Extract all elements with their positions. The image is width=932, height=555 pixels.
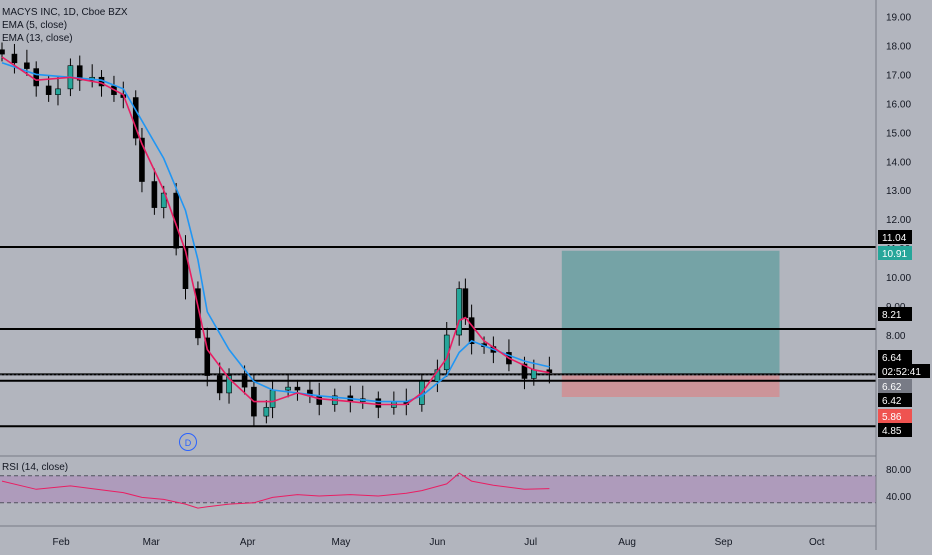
price-label-bg	[878, 350, 912, 364]
candle	[55, 88, 61, 95]
price-tick: 13.00	[886, 186, 911, 197]
candle	[11, 53, 18, 64]
price-axis-pane	[876, 0, 932, 550]
time-tick: Feb	[52, 537, 70, 548]
candle	[139, 137, 145, 182]
candle	[226, 375, 232, 394]
price-label-bg	[878, 409, 912, 423]
candle	[204, 337, 211, 376]
candle	[33, 68, 40, 87]
price-label: 6.42	[882, 396, 902, 407]
price-tick: 19.00	[886, 12, 911, 23]
time-tick: Oct	[809, 537, 825, 548]
time-tick: Jul	[524, 537, 537, 548]
time-tick: Aug	[618, 537, 636, 548]
price-tick: 15.00	[886, 128, 911, 139]
stop-zone	[561, 374, 780, 397]
rsi-tick: 80.00	[886, 465, 911, 476]
ema13-line	[1, 62, 550, 403]
price-label-bg	[878, 246, 912, 260]
price-label: 6.62	[882, 382, 902, 393]
rsi-tick: 40.00	[886, 492, 911, 503]
candle	[182, 247, 189, 289]
rsi-line	[1, 472, 550, 509]
ema5-line	[1, 56, 550, 406]
candle	[0, 49, 5, 55]
candle	[76, 65, 83, 81]
time-tick: Jun	[429, 537, 445, 548]
price-label: 02:52:41	[882, 367, 921, 378]
chart-legend: MACYS INC, 1D, Cboe BZX EMA (5, close) E…	[2, 6, 128, 45]
candle	[375, 398, 382, 408]
price-tick: 17.00	[886, 70, 911, 81]
time-tick: Sep	[715, 537, 733, 548]
price-label-bg	[878, 423, 912, 437]
price-tick: 10.00	[886, 273, 911, 284]
candle	[45, 85, 52, 95]
price-label: 10.91	[882, 249, 907, 260]
symbol-title[interactable]: MACYS INC, 1D, Cboe BZX	[2, 7, 128, 18]
price-label: 4.85	[882, 426, 902, 437]
price-label-bg	[878, 230, 912, 244]
candle	[269, 389, 276, 408]
candle	[316, 395, 323, 405]
candle	[531, 369, 537, 379]
price-label-bg	[878, 364, 930, 378]
price-tick: 18.00	[886, 41, 911, 52]
candle	[263, 407, 270, 417]
rsi-band	[0, 475, 876, 503]
price-tick: 16.00	[886, 99, 911, 110]
ema13-legend[interactable]: EMA (13, close)	[2, 33, 73, 44]
candle	[285, 386, 291, 391]
price-label: 5.86	[882, 412, 902, 423]
price-tick: 12.00	[886, 215, 911, 226]
candle	[294, 386, 301, 391]
candle	[173, 192, 179, 249]
candle	[468, 317, 475, 345]
candle	[521, 363, 528, 379]
price-label: 8.21	[882, 310, 902, 321]
target-zone	[561, 250, 780, 375]
price-label-bg	[878, 379, 912, 393]
price-label: 6.64	[882, 353, 902, 364]
candle	[462, 288, 469, 318]
candle	[195, 288, 201, 339]
rsi-legend[interactable]: RSI (14, close)	[2, 462, 69, 473]
time-tick: Mar	[143, 537, 161, 548]
price-label-bg	[878, 307, 912, 321]
candle	[24, 62, 30, 69]
price-label: 11.04	[882, 233, 907, 244]
ema5-legend[interactable]: EMA (5, close)	[2, 20, 68, 31]
price-tick: 14.00	[886, 157, 911, 168]
candle	[241, 375, 248, 388]
time-tick: Apr	[240, 537, 256, 548]
candle	[132, 97, 139, 139]
candle	[216, 375, 223, 394]
candle	[160, 192, 167, 208]
candle	[151, 181, 158, 208]
price-tick: 8.00	[886, 331, 906, 342]
candle	[456, 288, 462, 336]
price-label-bg	[878, 393, 912, 407]
time-tick: May	[332, 537, 351, 548]
dividend-marker[interactable]: D	[179, 433, 197, 451]
